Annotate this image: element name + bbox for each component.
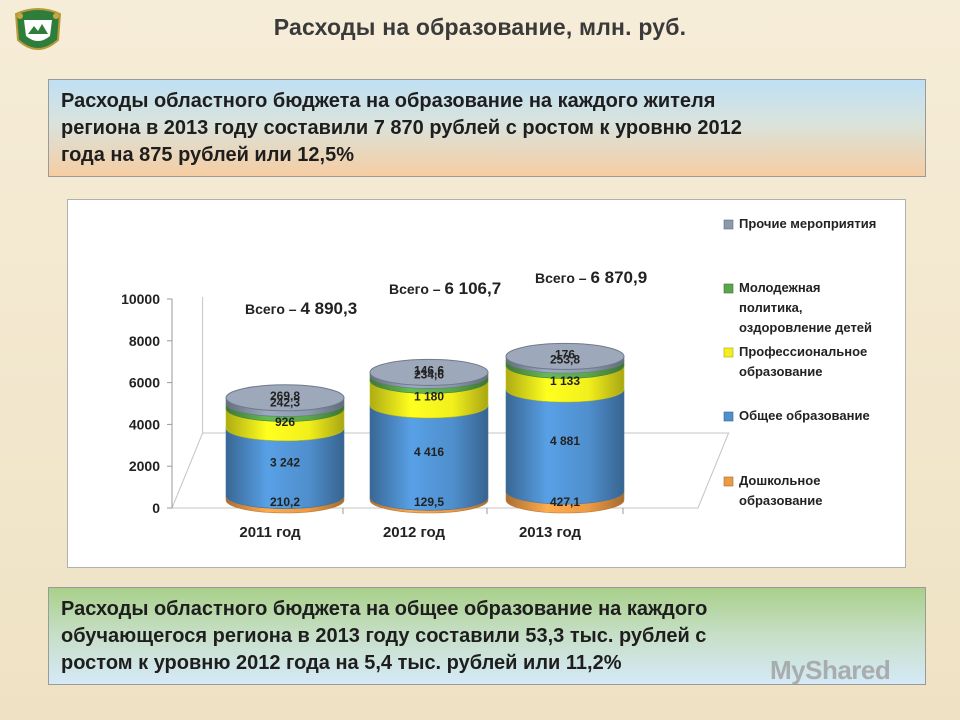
info-box-per-student: Расходы областного бюджета на общее обра… bbox=[48, 587, 926, 685]
total-label: Всего – 6 870,9 bbox=[535, 268, 647, 287]
data-label: 269,8 bbox=[270, 389, 300, 403]
legend-label: Молодежная bbox=[739, 280, 821, 295]
legend-label: Общее образование bbox=[739, 408, 870, 423]
legend-swatch bbox=[723, 283, 734, 294]
legend-label: Прочие мероприятия bbox=[739, 216, 876, 231]
y-tick-label: 6000 bbox=[129, 375, 160, 391]
data-label: 1 180 bbox=[414, 390, 444, 404]
legend-label: Дошкольное bbox=[739, 473, 820, 488]
legend-label: политика, bbox=[739, 300, 802, 315]
total-label: Всего – 4 890,3 bbox=[245, 299, 357, 318]
data-label: 253,8 bbox=[550, 352, 580, 366]
y-tick-label: 10000 bbox=[121, 291, 160, 307]
legend-swatch bbox=[723, 219, 734, 230]
info-line: ростом к уровню 2012 года на 5,4 тыс. ру… bbox=[61, 652, 622, 674]
total-value: 4 890,3 bbox=[300, 299, 357, 318]
legend-swatch bbox=[723, 476, 734, 487]
data-label: 3 242 bbox=[270, 456, 300, 470]
data-label: 926 bbox=[275, 415, 295, 429]
data-label: 176 bbox=[555, 347, 575, 361]
info-line: года на 875 рублей или 12,5% bbox=[61, 144, 354, 166]
x-tick-label: 2011 год bbox=[239, 524, 301, 541]
x-tick-label: 2013 год bbox=[519, 524, 582, 541]
coat-of-arms-logo bbox=[14, 8, 62, 50]
legend-swatch bbox=[723, 411, 734, 422]
data-label: 1 133 bbox=[550, 374, 580, 388]
x-tick-label: 2012 год bbox=[383, 524, 446, 541]
total-label: Всего – 6 106,7 bbox=[389, 279, 501, 298]
y-tick-label: 4000 bbox=[129, 416, 160, 432]
y-tick-label: 8000 bbox=[129, 333, 160, 349]
total-prefix: Всего – bbox=[245, 301, 300, 317]
legend-label: образование bbox=[739, 493, 823, 508]
cylinder-top-cap bbox=[225, 384, 345, 412]
stacked-cylinder-chart: 0 2000 4000 6000 8000 10000 2011 год 2012 год 20… bbox=[121, 216, 876, 541]
page-title: Расходы на образование, млн. руб. bbox=[273, 14, 687, 40]
legend-label: Профессиональное bbox=[739, 344, 867, 359]
total-prefix: Всего – bbox=[389, 281, 444, 297]
y-tick-label: 2000 bbox=[129, 458, 160, 474]
info-box-per-resident: Расходы областного бюджета на образовани… bbox=[48, 79, 926, 177]
data-label: 146,6 bbox=[414, 363, 444, 377]
legend-label: оздоровление детей bbox=[739, 320, 872, 335]
watermark: MyShared bbox=[770, 655, 891, 685]
data-label: 242,3 bbox=[270, 395, 300, 409]
info-line: обучающегося региона в 2013 году состави… bbox=[61, 625, 707, 647]
data-label: 234,6 bbox=[414, 367, 444, 381]
total-value: 6 870,9 bbox=[590, 268, 647, 287]
cylinder-top-cap bbox=[505, 342, 625, 370]
data-label: 210,2 bbox=[270, 495, 300, 509]
info-line: Расходы областного бюджета на образовани… bbox=[61, 90, 716, 112]
legend-label: образование bbox=[739, 364, 823, 379]
data-label: 427,1 bbox=[550, 495, 580, 509]
data-label: 4 881 bbox=[550, 434, 580, 448]
data-label: 129,5 bbox=[414, 495, 444, 509]
info-line: региона в 2013 году составили 7 870 рубл… bbox=[61, 117, 742, 139]
total-value: 6 106,7 bbox=[444, 279, 501, 298]
y-tick-label: 0 bbox=[152, 500, 160, 516]
chart-frame: 0 2000 4000 6000 8000 10000 2011 год 2012 год 20… bbox=[67, 199, 906, 568]
data-label: 4 416 bbox=[414, 445, 444, 459]
total-prefix: Всего – bbox=[535, 270, 590, 286]
info-line: Расходы областного бюджета на общее обра… bbox=[61, 598, 708, 620]
legend-swatch bbox=[723, 347, 734, 358]
cylinder-top-cap bbox=[369, 358, 489, 386]
